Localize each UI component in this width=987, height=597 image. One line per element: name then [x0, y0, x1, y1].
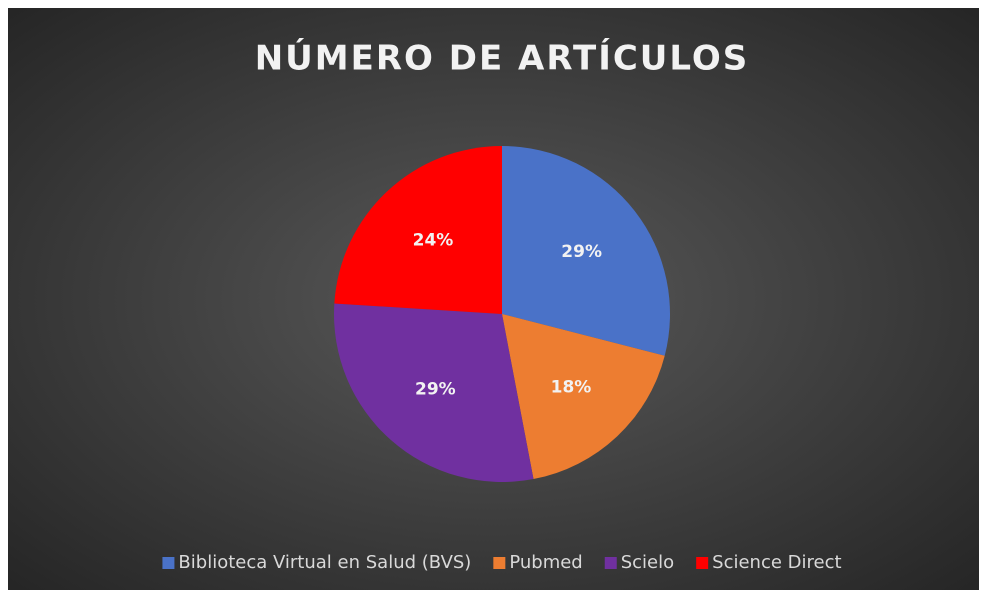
legend-swatch	[493, 557, 506, 569]
legend-swatch	[696, 557, 709, 569]
legend-label: Science Direct	[712, 552, 841, 573]
pie-slice	[334, 303, 534, 482]
legend-label: Scielo	[621, 552, 674, 573]
legend-label: Pubmed	[509, 552, 582, 573]
data-label: 24%	[413, 231, 454, 251]
data-label: 18%	[551, 377, 592, 397]
legend-label: Biblioteca Virtual en Salud (BVS)	[178, 552, 471, 573]
chart-title: NÚMERO DE ARTÍCULOS	[255, 38, 750, 79]
legend-swatch	[162, 557, 175, 569]
legend-swatch	[604, 557, 617, 569]
data-label: 29%	[415, 380, 456, 400]
data-label: 29%	[561, 242, 602, 262]
pie-slice	[502, 146, 670, 356]
pie-slice	[334, 146, 502, 314]
pie-slice	[502, 314, 665, 480]
